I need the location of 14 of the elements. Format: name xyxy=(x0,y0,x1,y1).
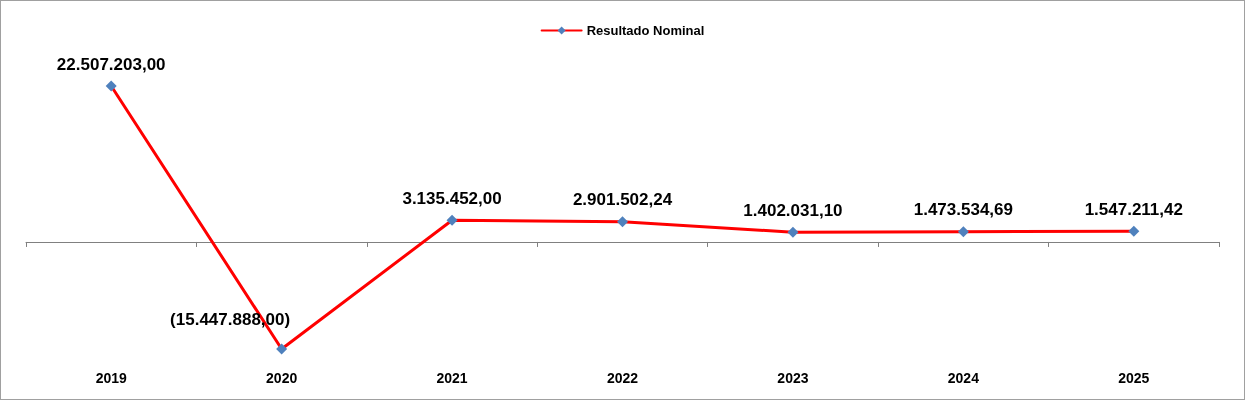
data-label: 1.402.031,10 xyxy=(743,200,843,220)
data-label: 1.473.534,69 xyxy=(913,200,1013,220)
x-tick-label: 2022 xyxy=(606,370,639,386)
data-label: 1.547.211,42 xyxy=(1084,199,1183,219)
data-label: 3.135.452,00 xyxy=(402,188,502,208)
x-tick-label: 2019 xyxy=(95,370,127,386)
x-tick-label: 2020 xyxy=(266,370,298,386)
data-label: 2.901.502,24 xyxy=(572,190,673,210)
x-tick-label: 2024 xyxy=(947,370,980,386)
legend-label: Resultado Nominal xyxy=(586,23,705,38)
data-label: 22.507.203,00 xyxy=(56,54,166,74)
x-tick-label: 2021 xyxy=(436,370,468,386)
x-tick-label: 2025 xyxy=(1118,370,1150,386)
x-tick-label: 2023 xyxy=(777,370,809,386)
